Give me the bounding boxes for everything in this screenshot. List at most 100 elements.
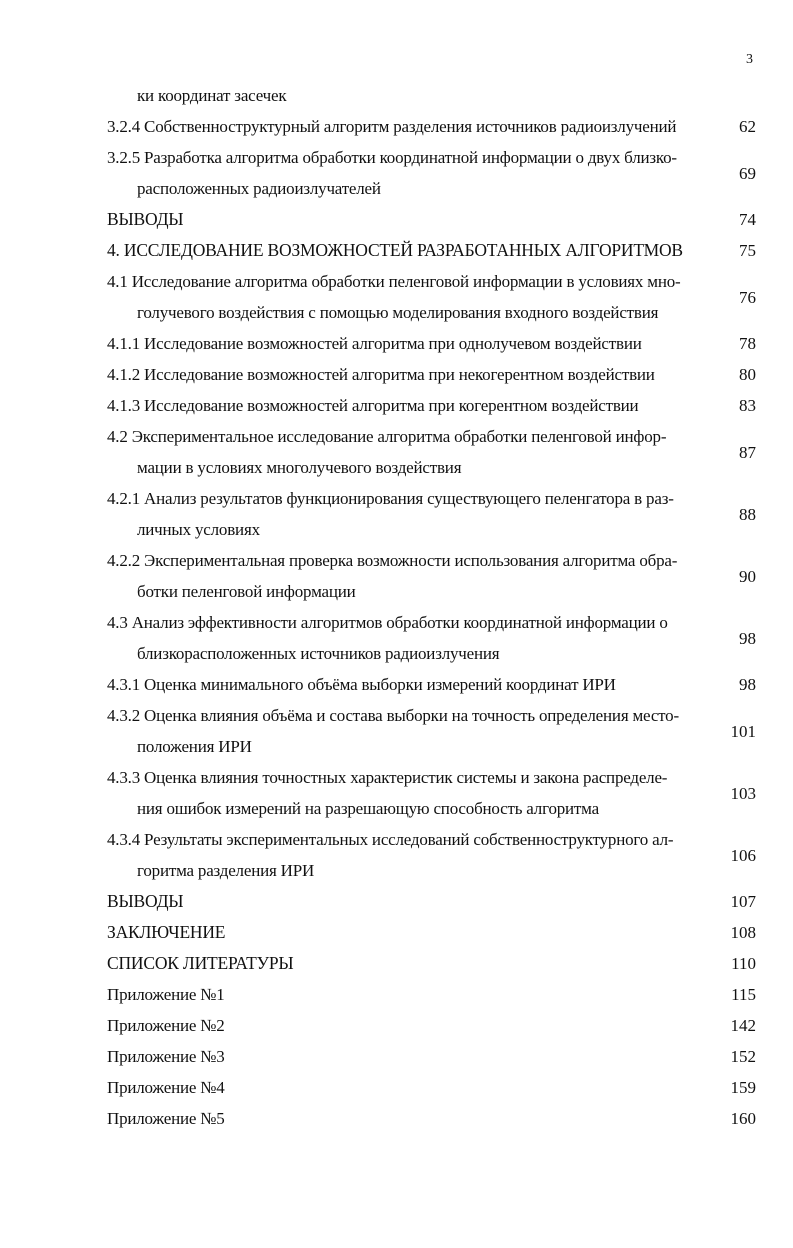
toc-entry-title: 4.3.4 Результаты экспериментальных иссле… <box>107 824 692 886</box>
toc-entry: 4.3.1 Оценка минимального объёма выборки… <box>107 669 756 700</box>
toc-entry: ВЫВОДЫ 107 <box>107 886 756 917</box>
toc-entry-line: 4.3.3 Оценка влияния точностных характер… <box>107 768 668 787</box>
toc-entry: Приложение №4 159 <box>107 1072 756 1103</box>
toc-entry-title: 4.3 Анализ эффективности алгоритмов обра… <box>107 607 692 669</box>
toc-entry-page: 159 <box>730 1078 757 1097</box>
toc-entry-line: 4.1.3 Исследование возможностей алгоритм… <box>107 396 639 415</box>
toc-entry-page: 75 <box>739 241 756 260</box>
toc-entry-line: ки координат засечек <box>137 86 287 105</box>
toc-entry-line: 4.1 Исследование алгоритма обработки пел… <box>107 272 681 291</box>
toc-entry-line: 4.2.1 Анализ результатов функционировани… <box>107 489 674 508</box>
toc-entry-title: 3.2.5 Разработка алгоритма обработки коо… <box>107 142 692 204</box>
toc-entry-page: 69 <box>739 163 756 183</box>
toc-entry: 4.1.3 Исследование возможностей алгоритм… <box>107 390 756 421</box>
toc-entry-line: личных условиях <box>137 520 260 539</box>
toc-entry-line: близкорасположенных источников радиоизлу… <box>137 644 500 663</box>
toc-entry-title: 4.1.1 Исследование возможностей алгоритм… <box>107 328 692 359</box>
toc-entry-title: 4. ИССЛЕДОВАНИЕ ВОЗМОЖНОСТЕЙ РАЗРАБОТАНН… <box>107 235 692 266</box>
toc-entry-line: 4.3.2 Оценка влияния объёма и состава вы… <box>107 706 679 725</box>
toc-entry-page: 115 <box>731 985 756 1004</box>
toc-entry-line: ния ошибок измерений на разрешающую спос… <box>137 799 599 818</box>
toc-entry-title: ЗАКЛЮЧЕНИЕ <box>107 917 692 948</box>
toc-entry-page: 108 <box>730 923 757 942</box>
toc-entry-line: Приложение №2 <box>107 1016 225 1035</box>
toc-entry: 4.1 Исследование алгоритма обработки пел… <box>107 266 756 328</box>
toc-entry: 4.2 Экспериментальное исследование алгор… <box>107 421 756 483</box>
toc-entry-line: Приложение №5 <box>107 1109 225 1128</box>
toc-entry: Приложение №2 142 <box>107 1010 756 1041</box>
toc-entry-title: Приложение №1 <box>107 979 692 1010</box>
toc-entry: Приложение №5 160 <box>107 1103 756 1134</box>
toc-entry-title: Приложение №4 <box>107 1072 692 1103</box>
toc-entry-title: СПИСОК ЛИТЕРАТУРЫ <box>107 948 692 979</box>
toc-entry-line: 4. ИССЛЕДОВАНИЕ ВОЗМОЖНОСТЕЙ РАЗРАБОТАНН… <box>107 240 683 260</box>
toc-entry-line: ВЫВОДЫ <box>107 209 184 229</box>
toc-entry-line: 3.2.4 Собственноструктурный алгоритм раз… <box>107 117 677 136</box>
toc-entry-title: Приложение №5 <box>107 1103 692 1134</box>
toc-entry-line: ВЫВОДЫ <box>107 891 184 911</box>
toc-entry-line: 3.2.5 Разработка алгоритма обработки коо… <box>107 148 677 167</box>
toc-entry-page: 98 <box>739 628 756 648</box>
toc-entry-line: Приложение №3 <box>107 1047 225 1066</box>
toc-entry-page: 160 <box>730 1109 757 1128</box>
toc-entry: 4.2.1 Анализ результатов функционировани… <box>107 483 756 545</box>
toc-entry-page: 80 <box>739 365 756 384</box>
toc-entry: 4.3 Анализ эффективности алгоритмов обра… <box>107 607 756 669</box>
toc-entry-page: 110 <box>731 954 756 973</box>
toc-entry-title: Приложение №3 <box>107 1041 692 1072</box>
toc-entry-line: ботки пеленговой информации <box>137 582 356 601</box>
toc-entry: Приложение №1 115 <box>107 979 756 1010</box>
toc-entry-title: 4.2.1 Анализ результатов функционировани… <box>107 483 692 545</box>
toc-entry-line: Приложение №1 <box>107 985 225 1004</box>
toc-entry-title: 4.2.2 Экспериментальная проверка возможн… <box>107 545 692 607</box>
toc-entry-line: 4.3.4 Результаты экспериментальных иссле… <box>107 830 674 849</box>
toc-entry: 3.2.4 Собственноструктурный алгоритм раз… <box>107 111 756 142</box>
toc-entry-page: 101 <box>730 721 757 741</box>
toc-entry: 4.3.3 Оценка влияния точностных характер… <box>107 762 756 824</box>
toc-entry-line: мации в условиях многолучевого воздейств… <box>137 458 462 477</box>
toc-entry: СПИСОК ЛИТЕРАТУРЫ 110 <box>107 948 756 979</box>
toc-entry-page: 76 <box>739 287 756 307</box>
toc-entry-page: 152 <box>730 1047 757 1066</box>
toc-entry-line: 4.1.1 Исследование возможностей алгоритм… <box>107 334 642 353</box>
toc-entry-line: 4.3 Анализ эффективности алгоритмов обра… <box>107 613 668 632</box>
toc-entry-page: 78 <box>739 334 756 353</box>
toc-entry-line: 4.3.1 Оценка минимального объёма выборки… <box>107 675 616 694</box>
toc-entry-page: 142 <box>730 1016 757 1035</box>
toc-entry: 4.3.4 Результаты экспериментальных иссле… <box>107 824 756 886</box>
table-of-contents: ки координат засечек 3.2.4 Собственностру… <box>107 80 756 1134</box>
toc-entry-line: 4.2 Экспериментальное исследование алгор… <box>107 427 667 446</box>
toc-entry-line: ЗАКЛЮЧЕНИЕ <box>107 922 226 942</box>
toc-entry-line: горитма разделения ИРИ <box>137 861 315 880</box>
toc-entry: ЗАКЛЮЧЕНИЕ 108 <box>107 917 756 948</box>
toc-entry: ки координат засечек <box>107 80 756 111</box>
toc-entry-title: 4.1.2 Исследование возможностей алгоритм… <box>107 359 692 390</box>
toc-entry-title: 4.1 Исследование алгоритма обработки пел… <box>107 266 692 328</box>
toc-entry-page: 83 <box>739 396 756 415</box>
toc-entry-page: 90 <box>739 566 756 586</box>
toc-entry-title: 4.2 Экспериментальное исследование алгор… <box>107 421 692 483</box>
toc-entry-page: 74 <box>739 210 756 229</box>
toc-entry-title: ВЫВОДЫ <box>107 204 692 235</box>
toc-entry-title: ки координат засечек <box>107 80 692 111</box>
toc-entry: 4.1.2 Исследование возможностей алгоритм… <box>107 359 756 390</box>
toc-entry-page: 106 <box>730 845 757 865</box>
toc-entry-title: 4.1.3 Исследование возможностей алгоритм… <box>107 390 692 421</box>
toc-entry-page: 88 <box>739 504 756 524</box>
toc-entry: 3.2.5 Разработка алгоритма обработки коо… <box>107 142 756 204</box>
toc-entry-page: 103 <box>730 783 757 803</box>
toc-entry-page: 98 <box>739 675 756 694</box>
toc-entry-page: 62 <box>739 117 756 136</box>
page-number: 3 <box>746 52 753 67</box>
toc-entry-title: 4.3.2 Оценка влияния объёма и состава вы… <box>107 700 692 762</box>
toc-entry-page: 107 <box>730 892 757 911</box>
toc-entry: 4.1.1 Исследование возможностей алгоритм… <box>107 328 756 359</box>
toc-entry: ВЫВОДЫ 74 <box>107 204 756 235</box>
toc-entry: 4. ИССЛЕДОВАНИЕ ВОЗМОЖНОСТЕЙ РАЗРАБОТАНН… <box>107 235 756 266</box>
toc-entry-line: голучевого воздействия с помощью моделир… <box>137 303 659 322</box>
toc-entry-title: ВЫВОДЫ <box>107 886 692 917</box>
toc-entry-title: 4.3.3 Оценка влияния точностных характер… <box>107 762 692 824</box>
toc-entry-line: Приложение №4 <box>107 1078 225 1097</box>
toc-entry-line: 4.1.2 Исследование возможностей алгоритм… <box>107 365 655 384</box>
toc-entry-page: 87 <box>739 442 756 462</box>
